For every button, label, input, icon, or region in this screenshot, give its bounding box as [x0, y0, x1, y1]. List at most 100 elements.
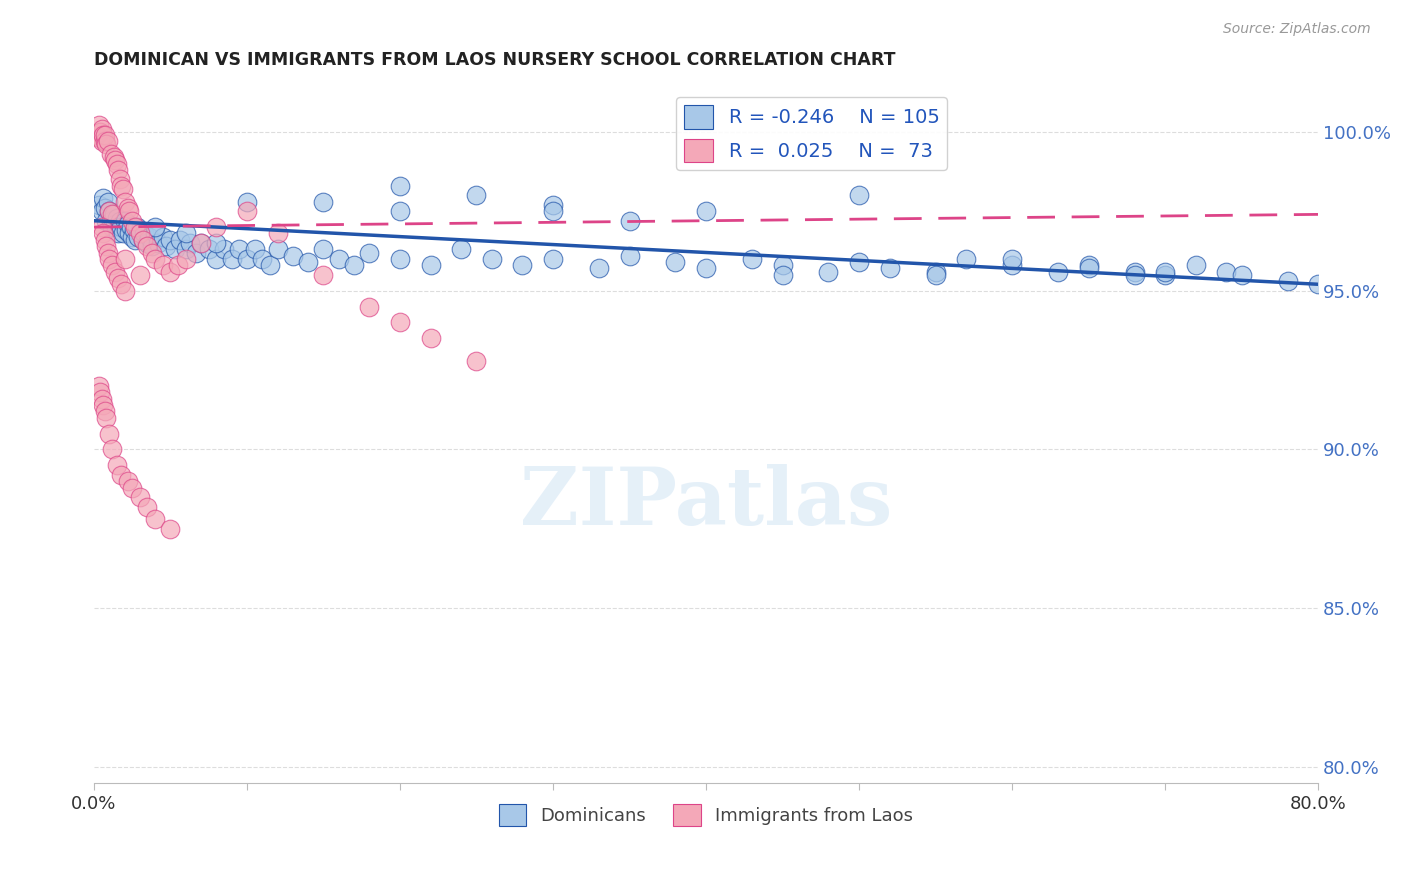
Point [1046, 264, 1069, 278]
Point [955, 252, 977, 266]
Point [481, 252, 503, 266]
Point [118, 204, 141, 219]
Point [163, 243, 186, 257]
Point [541, 252, 564, 266]
Point [93, 201, 115, 215]
Text: ZIPatlas: ZIPatlas [520, 465, 893, 542]
Point [1184, 258, 1206, 272]
Point [266, 227, 288, 241]
Point [98, 204, 121, 219]
Point [159, 522, 181, 536]
Point [97, 194, 120, 209]
Point [90, 121, 112, 136]
Text: DOMINICAN VS IMMIGRANTS FROM LAOS NURSERY SCHOOL CORRELATION CHART: DOMINICAN VS IMMIGRANTS FROM LAOS NURSER… [94, 51, 896, 69]
Point [664, 255, 686, 269]
Point [143, 512, 166, 526]
Point [312, 243, 335, 257]
Point [91, 398, 114, 412]
Point [124, 233, 146, 247]
Point [122, 223, 145, 237]
Point [388, 178, 411, 193]
Point [266, 243, 288, 257]
Point [114, 213, 136, 227]
Point [174, 243, 197, 257]
Point [91, 192, 114, 206]
Point [186, 245, 208, 260]
Point [110, 220, 132, 235]
Point [125, 220, 148, 235]
Point [465, 353, 488, 368]
Point [107, 162, 129, 177]
Point [695, 204, 717, 219]
Point [118, 227, 141, 241]
Point [197, 243, 219, 257]
Point [98, 252, 121, 266]
Point [93, 128, 115, 142]
Point [1154, 264, 1177, 278]
Point [101, 442, 124, 457]
Text: Source: ZipAtlas.com: Source: ZipAtlas.com [1223, 22, 1371, 37]
Point [132, 233, 155, 247]
Point [101, 207, 124, 221]
Point [419, 331, 441, 345]
Point [252, 252, 274, 266]
Point [96, 239, 118, 253]
Point [121, 213, 143, 227]
Point [228, 243, 250, 257]
Point [87, 379, 110, 393]
Point [159, 264, 181, 278]
Point [114, 252, 136, 266]
Point [924, 268, 946, 282]
Point [148, 235, 170, 250]
Point [1123, 268, 1146, 282]
Point [619, 213, 641, 227]
Point [848, 255, 870, 269]
Point [143, 220, 166, 235]
Point [117, 217, 139, 231]
Point [190, 235, 212, 250]
Point [619, 249, 641, 263]
Point [328, 252, 350, 266]
Point [169, 233, 191, 247]
Point [89, 131, 111, 145]
Point [205, 220, 228, 235]
Point [152, 229, 174, 244]
Point [174, 252, 197, 266]
Point [108, 172, 131, 186]
Point [1230, 268, 1253, 282]
Point [93, 134, 115, 148]
Point [127, 229, 149, 244]
Legend: Dominicans, Immigrants from Laos: Dominicans, Immigrants from Laos [492, 797, 920, 833]
Point [104, 153, 127, 168]
Point [155, 239, 177, 253]
Point [1277, 274, 1299, 288]
Point [117, 201, 139, 215]
Point [221, 252, 243, 266]
Point [388, 204, 411, 219]
Point [87, 198, 110, 212]
Point [110, 277, 132, 292]
Point [465, 188, 488, 202]
Point [236, 252, 259, 266]
Point [136, 500, 159, 514]
Point [817, 264, 839, 278]
Point [97, 134, 120, 148]
Point [281, 249, 304, 263]
Point [159, 233, 181, 247]
Point [114, 194, 136, 209]
Point [128, 227, 150, 241]
Point [105, 211, 128, 225]
Point [96, 137, 118, 152]
Point [101, 220, 124, 235]
Point [120, 220, 142, 235]
Point [141, 239, 163, 253]
Point [100, 213, 122, 227]
Point [93, 404, 115, 418]
Point [110, 178, 132, 193]
Point [541, 204, 564, 219]
Point [89, 125, 111, 139]
Point [167, 258, 190, 272]
Point [111, 227, 134, 241]
Point [419, 258, 441, 272]
Point [93, 233, 115, 247]
